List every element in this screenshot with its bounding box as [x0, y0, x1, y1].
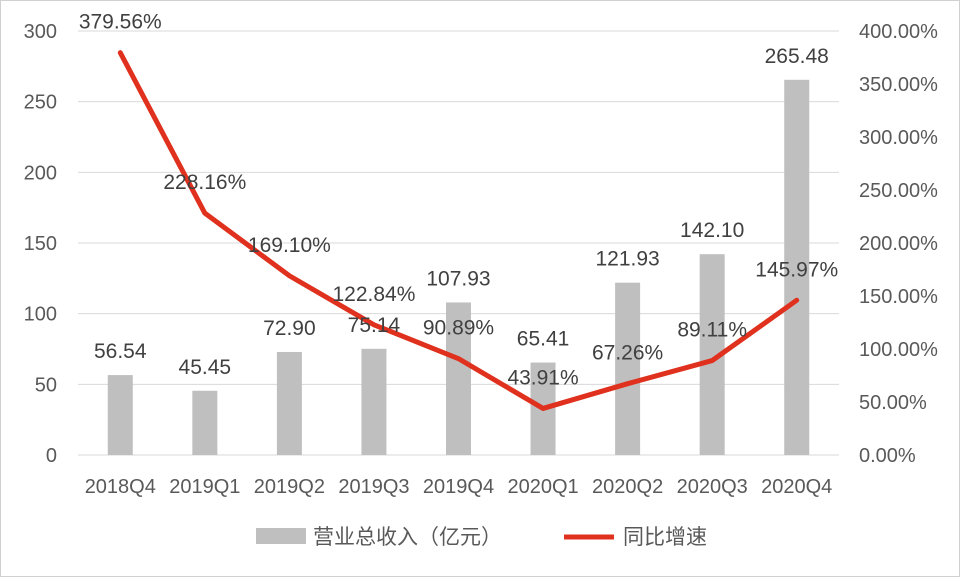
- x-axis-tick-label: 2019Q3: [338, 476, 409, 498]
- growth-value-label: 89.11%: [677, 319, 747, 342]
- growth-value-label: 67.26%: [592, 342, 663, 365]
- x-axis-tick-label: 2019Q2: [254, 476, 325, 498]
- right-axis-tick-label: 150.00%: [859, 286, 938, 308]
- x-axis-tick-label: 2020Q1: [507, 476, 578, 498]
- bar-value-label: 107.93: [426, 267, 490, 290]
- growth-value-label: 228.16%: [163, 171, 246, 194]
- x-axis: 2018Q4 2019Q1 2019Q2 2019Q3 2019Q4 2020Q1 2020…: [85, 476, 833, 498]
- left-axis-tick-label: 200: [24, 162, 57, 184]
- bar-value-label: 142.10: [680, 219, 744, 242]
- right-axis-tick-label: 300.00%: [859, 127, 938, 149]
- x-axis-tick-label: 2019Q1: [169, 476, 240, 498]
- right-axis-tick-label: 250.00%: [859, 180, 938, 202]
- data-labels: 56.54 45.45 72.90 75.14 107.93 65.41 121.93 142…: [79, 11, 838, 390]
- left-axis-tick-label: 100: [24, 304, 57, 326]
- left-axis-tick-label: 250: [24, 92, 57, 114]
- x-axis-tick-label: 2018Q4: [85, 476, 156, 498]
- left-axis: 0 50 100 150 200 250 300: [24, 21, 57, 467]
- right-axis-tick-label: 200.00%: [859, 233, 938, 255]
- bar: [361, 349, 386, 455]
- left-axis-tick-label: 50: [35, 374, 57, 396]
- bar-value-label: 45.45: [179, 356, 232, 379]
- legend-label-revenue: 营业总收入（亿元）: [313, 525, 502, 549]
- right-axis-tick-label: 0.00%: [859, 445, 916, 467]
- bar-value-label: 72.90: [263, 317, 316, 340]
- bar: [277, 352, 302, 455]
- right-axis: 0.00% 50.00% 100.00% 150.00% 200.00% 250.00% 3…: [859, 21, 938, 467]
- x-axis-tick-label: 2020Q3: [677, 476, 748, 498]
- bar-value-label: 75.14: [348, 314, 401, 337]
- right-axis-tick-label: 100.00%: [859, 339, 938, 361]
- bar-value-label: 265.48: [765, 45, 829, 68]
- right-axis-tick-label: 50.00%: [859, 392, 927, 414]
- bar-value-label: 121.93: [595, 248, 659, 271]
- legend: 营业总收入（亿元） 同比增速: [256, 525, 707, 549]
- legend-swatch-bar: [256, 528, 306, 544]
- bar-value-label: 65.41: [517, 328, 570, 351]
- x-axis-tick-label: 2020Q2: [592, 476, 663, 498]
- growth-value-label: 379.56%: [79, 11, 162, 34]
- growth-value-label: 145.97%: [755, 258, 838, 281]
- x-axis-tick-label: 2020Q4: [761, 476, 832, 498]
- right-axis-tick-label: 350.00%: [859, 74, 938, 96]
- bar-value-label: 56.54: [94, 340, 147, 363]
- left-axis-tick-label: 300: [24, 21, 57, 43]
- growth-value-label: 43.91%: [507, 366, 578, 389]
- growth-value-label: 90.89%: [423, 317, 494, 340]
- left-axis-tick-label: 150: [24, 233, 57, 255]
- growth-value-label: 122.84%: [332, 283, 415, 306]
- growth-value-label: 169.10%: [248, 234, 331, 257]
- bar: [192, 391, 217, 455]
- left-axis-tick-label: 0: [46, 445, 57, 467]
- x-axis-tick-label: 2019Q4: [423, 476, 494, 498]
- bar: [108, 375, 133, 455]
- bar: [615, 283, 640, 455]
- legend-label-growth: 同比增速: [623, 525, 707, 549]
- right-axis-tick-label: 400.00%: [859, 21, 938, 43]
